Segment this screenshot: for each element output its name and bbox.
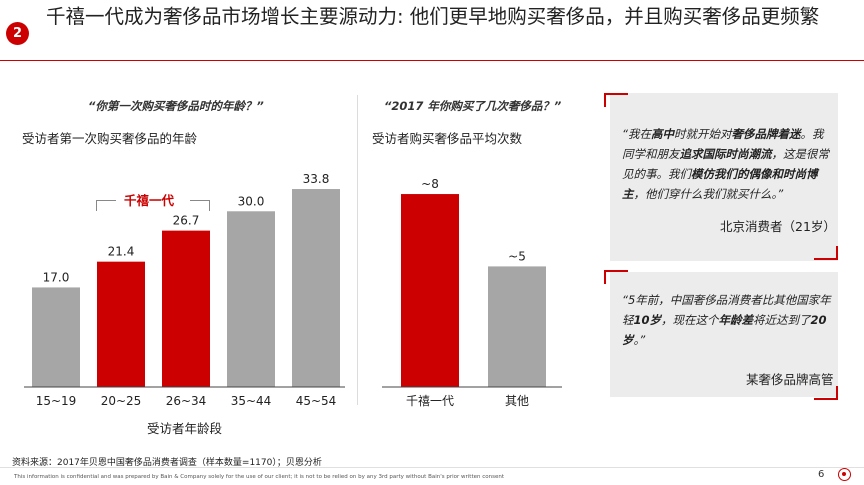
quote-2-text: “5年前，中国奢侈品消费者比其他国家年轻10岁，现在这个年龄差将近达到了20岁。… — [622, 290, 832, 350]
quote-1-segment: 奢侈品牌着迷 — [731, 127, 801, 141]
footer-divider — [0, 467, 864, 468]
quote-1-corner-bottom — [814, 246, 838, 260]
age-chart-category-label: 26~34 — [166, 394, 207, 408]
quote-2-segment: 年龄差 — [718, 313, 754, 327]
frequency-chart-bar — [488, 266, 546, 387]
quote-1-text: “我在高中时就开始对奢侈品牌着迷。我同学和朋友追求国际时尚潮流，这是很常见的事。… — [622, 124, 832, 204]
frequency-chart-value-label: ~8 — [421, 177, 439, 191]
quote-box-1 — [610, 93, 838, 261]
quote-1-corner-top — [604, 93, 628, 107]
quote-1-author: 北京消费者（21岁） — [720, 219, 836, 234]
left-subtitle: 受访者第一次购买奢侈品的年龄 — [22, 131, 198, 146]
frequency-chart-bar — [401, 194, 459, 387]
chart-first-purchase-age: 17.0 15~19 21.4 20~25 26.7 26~34 30.0 35~44 33.8… — [24, 172, 345, 436]
age-chart-value-label: 21.4 — [108, 245, 135, 259]
age-chart-category-label: 35~44 — [231, 394, 272, 408]
age-chart-bar — [97, 261, 145, 387]
quote-2-author: 某奢侈品牌高管 — [746, 372, 834, 387]
quote-1-segment: 追求国际时尚潮流 — [679, 147, 772, 161]
panel-divider — [357, 95, 358, 405]
age-chart-value-label: 26.7 — [173, 214, 200, 228]
age-chart-category-label: 20~25 — [101, 394, 142, 408]
left-question: “你第一次购买奢侈品时的年龄？” — [88, 99, 264, 113]
right-question: “2017 年你购买了几次奢侈品？” — [384, 99, 562, 113]
page-number: 6 — [818, 469, 825, 480]
quote-1-segment: 模仿我们的偶像和时尚博主 — [622, 167, 818, 201]
quote-1-segment: ，他们穿什么我们就买什么。” — [633, 187, 784, 201]
quote-1-segment: 时就开始对 — [673, 127, 732, 141]
title-divider — [0, 60, 864, 61]
quote-1-segment: “我在 — [622, 127, 651, 141]
quote-box-2 — [610, 272, 838, 397]
frequency-chart-category-label: 其他 — [505, 394, 529, 408]
quote-2-segment: 20岁 — [622, 313, 827, 347]
age-chart-bar — [162, 230, 210, 387]
frequency-chart-category-label: 千禧一代 — [406, 394, 454, 408]
right-subtitle: 受访者购买奢侈品平均次数 — [372, 131, 523, 146]
frequency-chart-value-label: ~5 — [508, 249, 526, 263]
confidentiality-disclaimer: This information is confidential and was… — [14, 474, 504, 480]
quote-1-segment: 。我同学和朋友 — [622, 127, 824, 161]
age-chart-category-label: 45~54 — [296, 394, 337, 408]
bain-logo-icon — [838, 468, 851, 481]
millennial-bracket-label: 千禧一代 — [124, 193, 175, 208]
quote-2-segment: 。” — [633, 333, 646, 347]
quote-2-corner-top — [604, 270, 628, 284]
slide-title: 千禧一代成为奢侈品市场增长主要源动力: 他们更早地购买奢侈品，并且购买奢侈品更频… — [46, 5, 820, 28]
age-chart-x-axis-title: 受访者年龄段 — [147, 421, 222, 436]
age-chart-bar — [32, 287, 80, 387]
age-chart-category-label: 15~19 — [36, 394, 77, 408]
age-chart-value-label: 30.0 — [238, 194, 265, 208]
age-chart-bar — [292, 189, 340, 387]
source-note: 资料来源：2017年贝恩中国奢侈品消费者调查（样本数量=1170）；贝恩分析 — [12, 458, 322, 468]
quote-2-segment: “5年前，中国奢侈品消费者比其他国家年轻 — [622, 293, 831, 327]
quote-2-segment: 将近达到了 — [753, 313, 811, 327]
quote-2-segment: 10岁 — [633, 313, 662, 327]
chart-purchase-frequency: ~8 千禧一代 ~5 其他 — [382, 177, 562, 408]
section-number-badge: 2 — [6, 22, 29, 45]
quote-1-segment: ，这是很常见的事。我们 — [622, 147, 829, 181]
quote-1-segment: 高中 — [650, 127, 674, 141]
age-chart-value-label: 33.8 — [303, 172, 330, 186]
bracket-label-bg — [116, 188, 190, 208]
quote-2-corner-bottom — [814, 386, 838, 400]
age-chart-bar — [227, 211, 275, 387]
quote-2-segment: ，现在这个 — [661, 313, 719, 327]
age-chart-value-label: 17.0 — [43, 270, 70, 284]
